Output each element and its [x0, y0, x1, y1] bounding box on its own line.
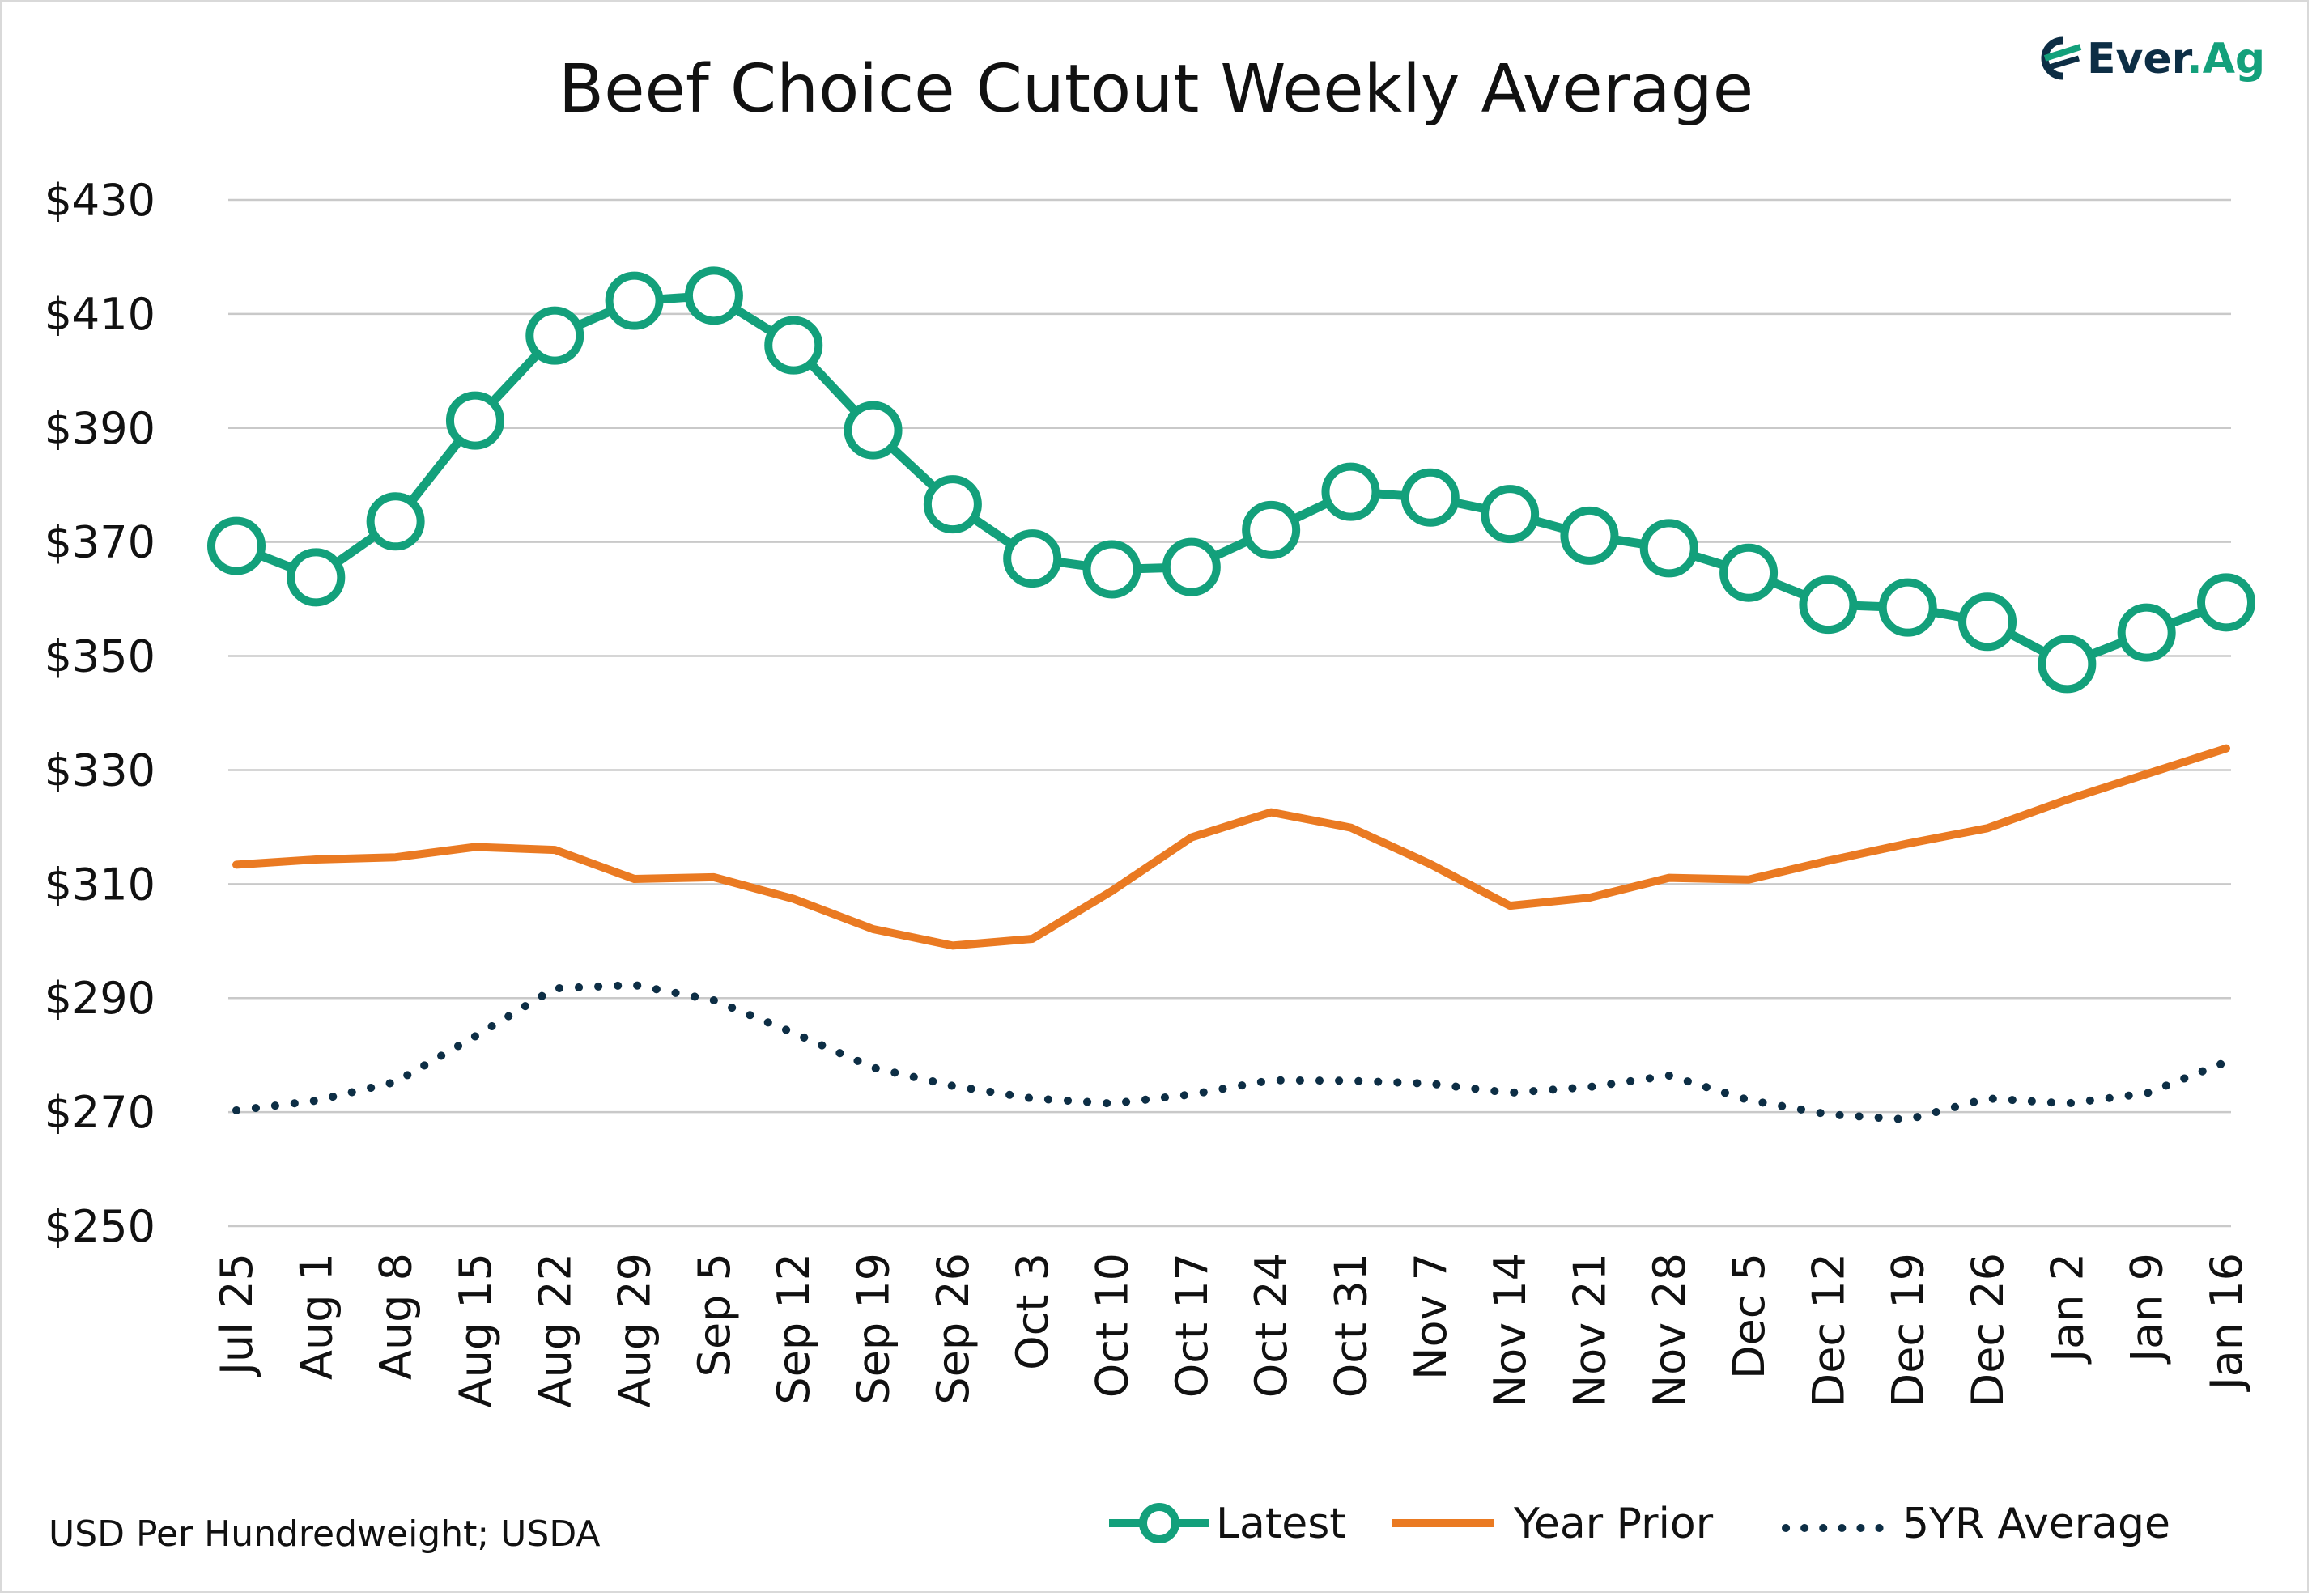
x-axis-tick-labels: Jul 25 Aug 1 Aug 8 Aug 15 Aug 22 Aug 29 Sep 5 S… — [211, 1253, 2252, 1407]
data-point-latest — [1878, 578, 1937, 637]
data-point-latest — [1958, 592, 2017, 652]
data-point-latest — [1719, 543, 1779, 602]
data-point-latest — [1003, 529, 1062, 588]
data-point-latest — [1560, 506, 1619, 565]
data-point-latest — [1400, 468, 1460, 527]
data-point-latest — [2117, 603, 2176, 662]
x-tick-label: Dec 12 — [1803, 1253, 1854, 1407]
data-point-latest — [923, 475, 982, 534]
x-tick-label: Oct 3 — [1007, 1253, 1058, 1370]
y-tick-label: $430 — [45, 175, 155, 226]
x-tick-label: Dec 5 — [1723, 1253, 1774, 1379]
x-tick-label: Aug 22 — [529, 1253, 580, 1407]
y-tick-label: $250 — [45, 1201, 155, 1252]
y-tick-label: $350 — [45, 631, 155, 682]
data-point-latest — [764, 316, 823, 375]
brand-name-prefix: Ever — [2087, 35, 2193, 83]
y-tick-label: $390 — [45, 403, 155, 454]
data-point-latest — [1799, 575, 1858, 635]
x-tick-label: Oct 10 — [1087, 1253, 1138, 1398]
x-tick-label: Oct 24 — [1246, 1253, 1297, 1398]
data-point-latest — [287, 548, 346, 607]
data-point-latest — [445, 391, 504, 450]
data-point-latest — [684, 266, 743, 325]
data-point-latest — [525, 306, 584, 365]
x-tick-label: Sep 19 — [848, 1253, 899, 1405]
y-tick-label: $310 — [45, 859, 155, 910]
x-tick-label: Nov 14 — [1485, 1253, 1536, 1407]
svg-text:Ever.Ag: Ever.Ag — [2087, 35, 2265, 83]
x-tick-label: Nov 21 — [1564, 1253, 1615, 1407]
gridlines — [228, 198, 2231, 1228]
source-note: USD Per Hundredweight; USDA — [49, 1513, 601, 1555]
data-point-latest — [844, 401, 903, 460]
x-tick-label: Jan 16 — [2201, 1253, 2252, 1392]
data-point-latest — [1321, 462, 1380, 521]
x-tick-label: Oct 17 — [1167, 1253, 1218, 1398]
y-tick-label: $270 — [45, 1087, 155, 1138]
data-point-latest — [2038, 635, 2097, 694]
y-tick-label: $370 — [45, 517, 155, 568]
x-tick-label: Aug 15 — [450, 1253, 501, 1407]
data-point-latest — [605, 271, 664, 330]
legend-item-year-prior: Year Prior — [1392, 1500, 1714, 1548]
data-point-latest — [366, 492, 425, 551]
x-tick-label: Aug 29 — [610, 1253, 661, 1407]
brand-logo: Ever.Ag — [2041, 35, 2265, 83]
x-tick-label: Sep 26 — [928, 1253, 979, 1405]
brand-name-dot: . — [2187, 35, 2203, 83]
x-tick-label: Aug 8 — [371, 1253, 422, 1380]
legend-label-5yr-average: 5YR Average — [1902, 1500, 2170, 1548]
x-tick-label: Nov 7 — [1405, 1253, 1456, 1380]
y-tick-label: $290 — [45, 973, 155, 1024]
data-point-latest — [1242, 500, 1301, 559]
data-point-latest — [1481, 485, 1540, 544]
data-point-latest — [1082, 540, 1141, 599]
data-point-latest — [1639, 519, 1698, 578]
series-group — [207, 266, 2255, 1124]
x-tick-label: Sep 12 — [768, 1253, 819, 1405]
legend-label-year-prior: Year Prior — [1513, 1500, 1714, 1548]
x-tick-label: Aug 1 — [291, 1253, 342, 1380]
x-tick-label: Nov 28 — [1644, 1253, 1695, 1407]
chart-title: Beef Choice Cutout Weekly Average — [559, 51, 1753, 128]
brand-name-suffix: Ag — [2203, 35, 2265, 83]
x-tick-label: Dec 19 — [1883, 1253, 1934, 1407]
x-tick-label: Jan 9 — [2122, 1253, 2173, 1365]
legend: Latest Year Prior 5YR Average — [1109, 1500, 2170, 1548]
data-point-latest — [2197, 573, 2255, 632]
y-tick-label: $410 — [45, 289, 155, 340]
x-tick-label: Oct 31 — [1325, 1253, 1376, 1398]
legend-label-latest: Latest — [1216, 1500, 1346, 1548]
x-tick-label: Jul 25 — [211, 1253, 262, 1377]
y-axis-tick-labels: $250 $270 $290 $310 $330 $350 $370 $390 $410 $430 — [45, 175, 155, 1252]
x-tick-label: Sep 5 — [689, 1253, 740, 1377]
series-line-year-prior — [232, 744, 2230, 950]
legend-item-latest: Latest — [1109, 1500, 1346, 1548]
series-line-5yr-average — [232, 981, 2230, 1124]
x-tick-label: Jan 2 — [2042, 1253, 2093, 1365]
y-tick-label: $330 — [45, 745, 155, 796]
data-point-latest — [1162, 537, 1221, 596]
data-point-latest — [207, 516, 266, 575]
legend-marker-latest — [1139, 1503, 1179, 1543]
legend-item-5yr-average: 5YR Average — [1782, 1500, 2170, 1548]
ever-ag-logo-icon — [2041, 36, 2082, 80]
x-tick-label: Dec 26 — [1962, 1253, 2013, 1407]
